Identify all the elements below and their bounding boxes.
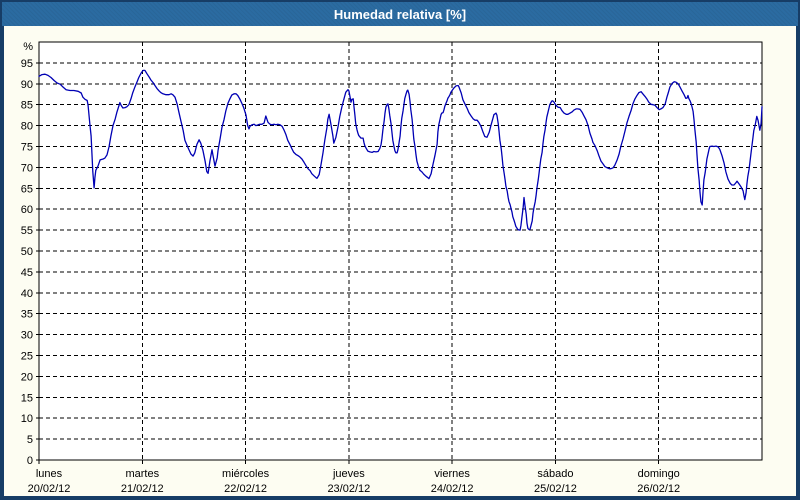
svg-text:30: 30 xyxy=(21,330,33,342)
svg-text:20: 20 xyxy=(21,371,33,383)
chart-title: Humedad relativa [%] xyxy=(333,6,467,22)
day-date-label: 22/02/12 xyxy=(224,483,267,495)
svg-text:10: 10 xyxy=(21,413,33,425)
svg-text:55: 55 xyxy=(21,225,33,237)
day-name-label: domingo xyxy=(638,468,680,480)
day-name-label: jueves xyxy=(332,468,365,480)
humidity-chart: 0 5 10 15 20 25 30 35 40 45 50 55 60 65 70 75 80 85 90 95% l… xyxy=(21,41,763,495)
chart-canvas: 0 5 10 15 20 25 30 35 40 45 50 55 60 65 70 75 80 85 90 95% l… xyxy=(4,26,796,496)
svg-text:25: 25 xyxy=(21,351,33,363)
day-date-label: 25/02/12 xyxy=(534,483,577,495)
svg-text:0: 0 xyxy=(27,455,33,467)
day-date-label: 20/02/12 xyxy=(28,483,71,495)
day-name-label: viernes xyxy=(434,468,470,480)
y-axis-unit-label: % xyxy=(23,41,33,53)
svg-text:60: 60 xyxy=(21,204,33,216)
day-name-label: sábado xyxy=(537,468,573,480)
svg-text:80: 80 xyxy=(21,121,33,133)
day-name-label: lunes xyxy=(36,468,63,480)
humidity-line xyxy=(38,69,763,231)
day-date-label: 26/02/12 xyxy=(637,483,680,495)
day-name-label: martes xyxy=(125,468,159,480)
x-axis-labels: lunes 20/02/12 martes 21/02/12 miércoles 22/0… xyxy=(28,468,681,495)
svg-text:75: 75 xyxy=(21,142,33,154)
day-date-label: 21/02/12 xyxy=(121,483,164,495)
svg-text:40: 40 xyxy=(21,288,33,300)
day-date-label: 23/02/12 xyxy=(327,483,370,495)
axis-ticks xyxy=(36,62,660,464)
y-axis-labels: 0 5 10 15 20 25 30 35 40 45 50 55 60 65 70 75 80 85 90 95 xyxy=(21,58,33,467)
svg-text:70: 70 xyxy=(21,162,33,174)
svg-text:85: 85 xyxy=(21,100,33,112)
svg-text:15: 15 xyxy=(21,392,33,404)
day-name-label: miércoles xyxy=(222,468,270,480)
svg-text:5: 5 xyxy=(27,434,33,446)
title-bar: Humedad relativa [%] xyxy=(2,2,798,26)
day-date-label: 24/02/12 xyxy=(431,483,474,495)
svg-text:95: 95 xyxy=(21,58,33,70)
svg-text:45: 45 xyxy=(21,267,33,279)
svg-text:50: 50 xyxy=(21,246,33,258)
svg-text:35: 35 xyxy=(21,309,33,321)
svg-text:90: 90 xyxy=(21,79,33,91)
svg-text:65: 65 xyxy=(21,183,33,195)
gridlines xyxy=(39,42,762,460)
